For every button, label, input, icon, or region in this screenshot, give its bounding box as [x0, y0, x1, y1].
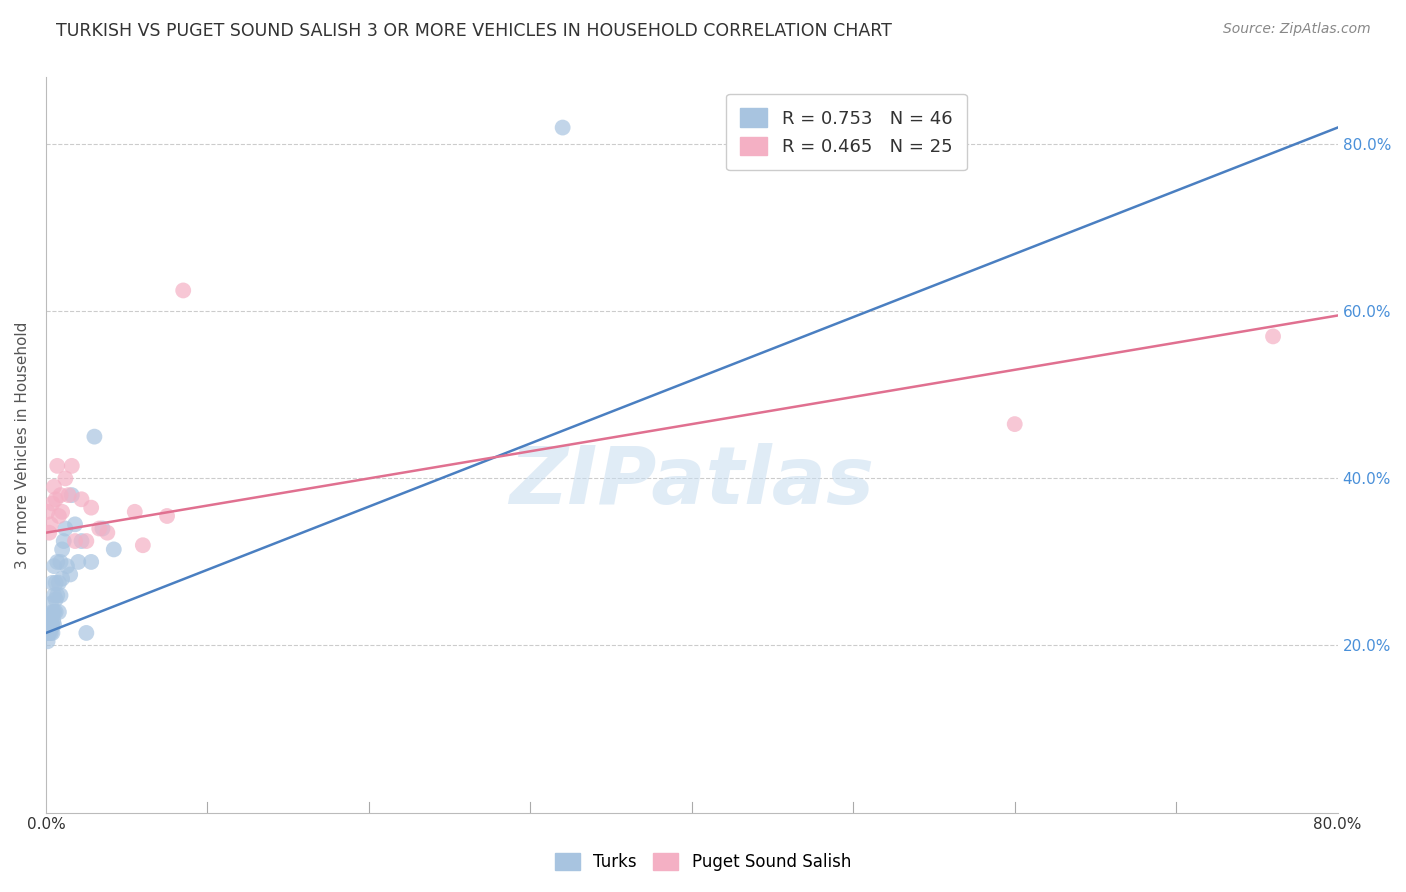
Point [42, 559, 65, 574]
Point [38, 617, 60, 632]
Point [39, 614, 62, 628]
Point [551, 120, 574, 135]
Point [41, 617, 63, 632]
Text: Source: ZipAtlas.com: Source: ZipAtlas.com [1223, 22, 1371, 37]
Legend: Turks, Puget Sound Salish: Turks, Puget Sound Salish [547, 845, 859, 880]
Point [41, 496, 63, 510]
Point [75, 626, 97, 640]
Point [51, 572, 73, 586]
Point [52, 534, 75, 549]
Point [83, 430, 105, 444]
Point [38, 626, 60, 640]
Point [124, 505, 146, 519]
Point [89, 522, 111, 536]
Point [70, 492, 93, 507]
Point [51, 505, 73, 519]
Point [45, 492, 67, 507]
Point [37, 626, 59, 640]
Point [37, 634, 59, 648]
Point [60, 488, 83, 502]
Point [37, 609, 59, 624]
Point [37, 505, 59, 519]
Point [48, 605, 70, 619]
Point [80, 555, 103, 569]
Point [46, 555, 69, 569]
Legend: R = 0.753   N = 46, R = 0.465   N = 25: R = 0.753 N = 46, R = 0.465 N = 25 [725, 94, 967, 170]
Point [41, 626, 63, 640]
Point [67, 555, 90, 569]
Point [63, 534, 86, 549]
Point [41, 617, 63, 632]
Point [49, 488, 72, 502]
Point [53, 471, 76, 485]
Point [48, 508, 70, 523]
Point [156, 508, 179, 523]
Point [59, 567, 82, 582]
Point [63, 517, 86, 532]
Point [42, 614, 65, 628]
Point [38, 525, 60, 540]
Point [39, 517, 62, 532]
Point [49, 588, 72, 602]
Point [39, 622, 62, 636]
Point [53, 522, 76, 536]
Point [45, 575, 67, 590]
Point [42, 617, 65, 632]
Point [49, 555, 72, 569]
Text: ZIPatlas: ZIPatlas [509, 442, 875, 521]
Point [35, 626, 58, 640]
Point [132, 538, 155, 552]
Point [51, 542, 73, 557]
Point [103, 542, 125, 557]
Point [56, 559, 79, 574]
Point [46, 588, 69, 602]
Point [41, 605, 63, 619]
Point [45, 605, 67, 619]
Point [58, 488, 80, 502]
Point [42, 588, 65, 602]
Point [172, 284, 194, 298]
Point [80, 500, 103, 515]
Point [39, 597, 62, 611]
Point [45, 592, 67, 607]
Point [46, 458, 69, 473]
Point [42, 480, 65, 494]
Text: TURKISH VS PUGET SOUND SALISH 3 OR MORE VEHICLES IN HOUSEHOLD CORRELATION CHART: TURKISH VS PUGET SOUND SALISH 3 OR MORE … [56, 22, 893, 40]
Point [39, 626, 62, 640]
Point [1261, 329, 1284, 343]
Point [41, 575, 63, 590]
Point [38, 609, 60, 624]
Point [96, 525, 118, 540]
Point [75, 534, 97, 549]
Point [91, 522, 114, 536]
Point [42, 605, 65, 619]
Point [1004, 417, 1026, 431]
Point [48, 575, 70, 590]
Y-axis label: 3 or more Vehicles in Household: 3 or more Vehicles in Household [15, 321, 30, 569]
Point [60, 458, 83, 473]
Point [70, 534, 93, 549]
